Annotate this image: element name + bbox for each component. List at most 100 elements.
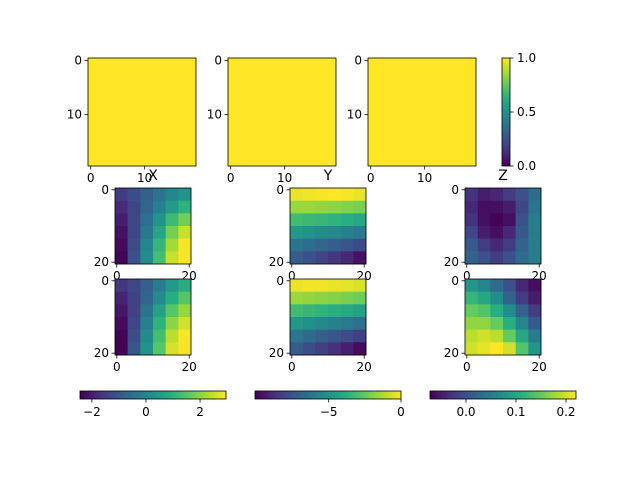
heatmap-cell [528, 317, 542, 330]
heatmap-cell [328, 200, 341, 214]
heatmap-cell [490, 213, 504, 227]
heatmap-cell [315, 213, 329, 227]
heatmap-cell [503, 238, 516, 252]
heatmap-cell [290, 213, 303, 227]
heatmap-cell [353, 304, 367, 318]
y-tick-label: 20 [444, 346, 459, 360]
heatmap-cell [153, 238, 166, 252]
heatmap-cell [503, 188, 516, 201]
y-tick-label: 0 [101, 183, 109, 197]
heatmap-cell [477, 238, 491, 252]
axes-title: Z [498, 168, 508, 184]
heatmap-cell [515, 238, 529, 252]
heatmap-cell [115, 188, 128, 201]
heatmap-cell [503, 291, 516, 305]
heatmap-cell [477, 213, 491, 227]
heatmap-cell [465, 342, 478, 356]
heatmap-cell [140, 279, 154, 292]
heatmap-cell [127, 226, 141, 239]
heatmap-cell [340, 304, 354, 318]
heatmap-cell [340, 251, 354, 265]
heatmap-cell [178, 342, 192, 356]
heatmap-cell [465, 188, 478, 201]
heatmap-cell [315, 226, 329, 239]
y-tick-label: 10 [67, 108, 82, 122]
heatmap-cell [302, 251, 316, 265]
heatmap-cell [290, 188, 303, 201]
x-tick-label: 0 [463, 360, 471, 374]
heatmap-cell [115, 291, 128, 305]
colorbar-tick-label: 0.5 [517, 105, 536, 119]
heatmap-cell [490, 304, 504, 318]
heatmap-cell [290, 317, 303, 330]
x-tick-label: 10 [137, 171, 152, 185]
x-tick-label: 0 [227, 171, 235, 185]
x-tick-label: 20 [532, 360, 547, 374]
heatmap-cell [315, 279, 329, 292]
heatmap-cell [490, 188, 504, 201]
heatmap-cell [328, 291, 341, 305]
heatmap-cell [127, 317, 141, 330]
heatmap-cell [490, 226, 504, 239]
heatmap-cell [140, 188, 154, 201]
heatmap-cell [115, 329, 128, 343]
x-tick-label: 20 [182, 360, 197, 374]
x-tick-label: 0 [113, 360, 121, 374]
heatmap-cell [528, 251, 542, 265]
heatmap-cell [140, 291, 154, 305]
heatmap-cell [315, 251, 329, 265]
heatmap-cell [315, 188, 329, 201]
axes-frame [464, 187, 542, 265]
heatmap-cell [340, 213, 354, 227]
heatmap-cell [115, 317, 128, 330]
heatmap-cell [353, 317, 367, 330]
heatmap-cell [328, 213, 341, 227]
heatmap-cell [178, 251, 192, 265]
heatmap-cell [115, 342, 128, 356]
heatmap-cell [353, 279, 367, 292]
heatmap-cell [515, 279, 529, 292]
heatmap-cell [328, 238, 341, 252]
heatmap-cell [115, 238, 128, 252]
heatmap-cell [140, 329, 154, 343]
heatmap-cell [302, 342, 316, 356]
heatmap-cell [353, 188, 367, 201]
heatmap-cell [302, 213, 316, 227]
heatmap-cell [315, 304, 329, 318]
heatmap-cell [490, 251, 504, 265]
heatmap-cell [477, 317, 491, 330]
heatmap-cell [302, 200, 316, 214]
axes-frame [464, 278, 542, 356]
heatmap-cell [528, 188, 542, 201]
heatmap-cell [528, 200, 542, 214]
heatmap-cell [302, 279, 316, 292]
heatmap-cell [127, 238, 141, 252]
heatmap-cell [515, 213, 529, 227]
y-tick-label: 10 [207, 108, 222, 122]
heatmap-cell [290, 342, 303, 356]
heatmap-cell [290, 329, 303, 343]
heatmap-cell [503, 279, 516, 292]
heatmap-cell [153, 188, 166, 201]
heatmap-cell [127, 251, 141, 265]
heatmap-cell [115, 304, 128, 318]
x-tick-label: 0 [288, 360, 296, 374]
heatmap-cell [353, 329, 367, 343]
heatmap-cell [302, 304, 316, 318]
colorbar-tick-label: 0 [142, 405, 150, 419]
y-tick-label: 0 [74, 54, 82, 68]
heatmap-cell [302, 291, 316, 305]
heatmap-cell [477, 304, 491, 318]
colorbar [429, 390, 577, 400]
heatmap-cell [153, 304, 166, 318]
colorbar [501, 57, 511, 167]
heatmap-cell [490, 342, 504, 356]
heatmap-cell [477, 188, 491, 201]
heatmap-cell [515, 200, 529, 214]
heatmap-cell [140, 226, 154, 239]
heatmap-cell [302, 317, 316, 330]
heatmap-cell [290, 200, 303, 214]
heatmap-cell [477, 279, 491, 292]
axes-title: Y [323, 168, 333, 184]
heatmap-cell [353, 251, 367, 265]
